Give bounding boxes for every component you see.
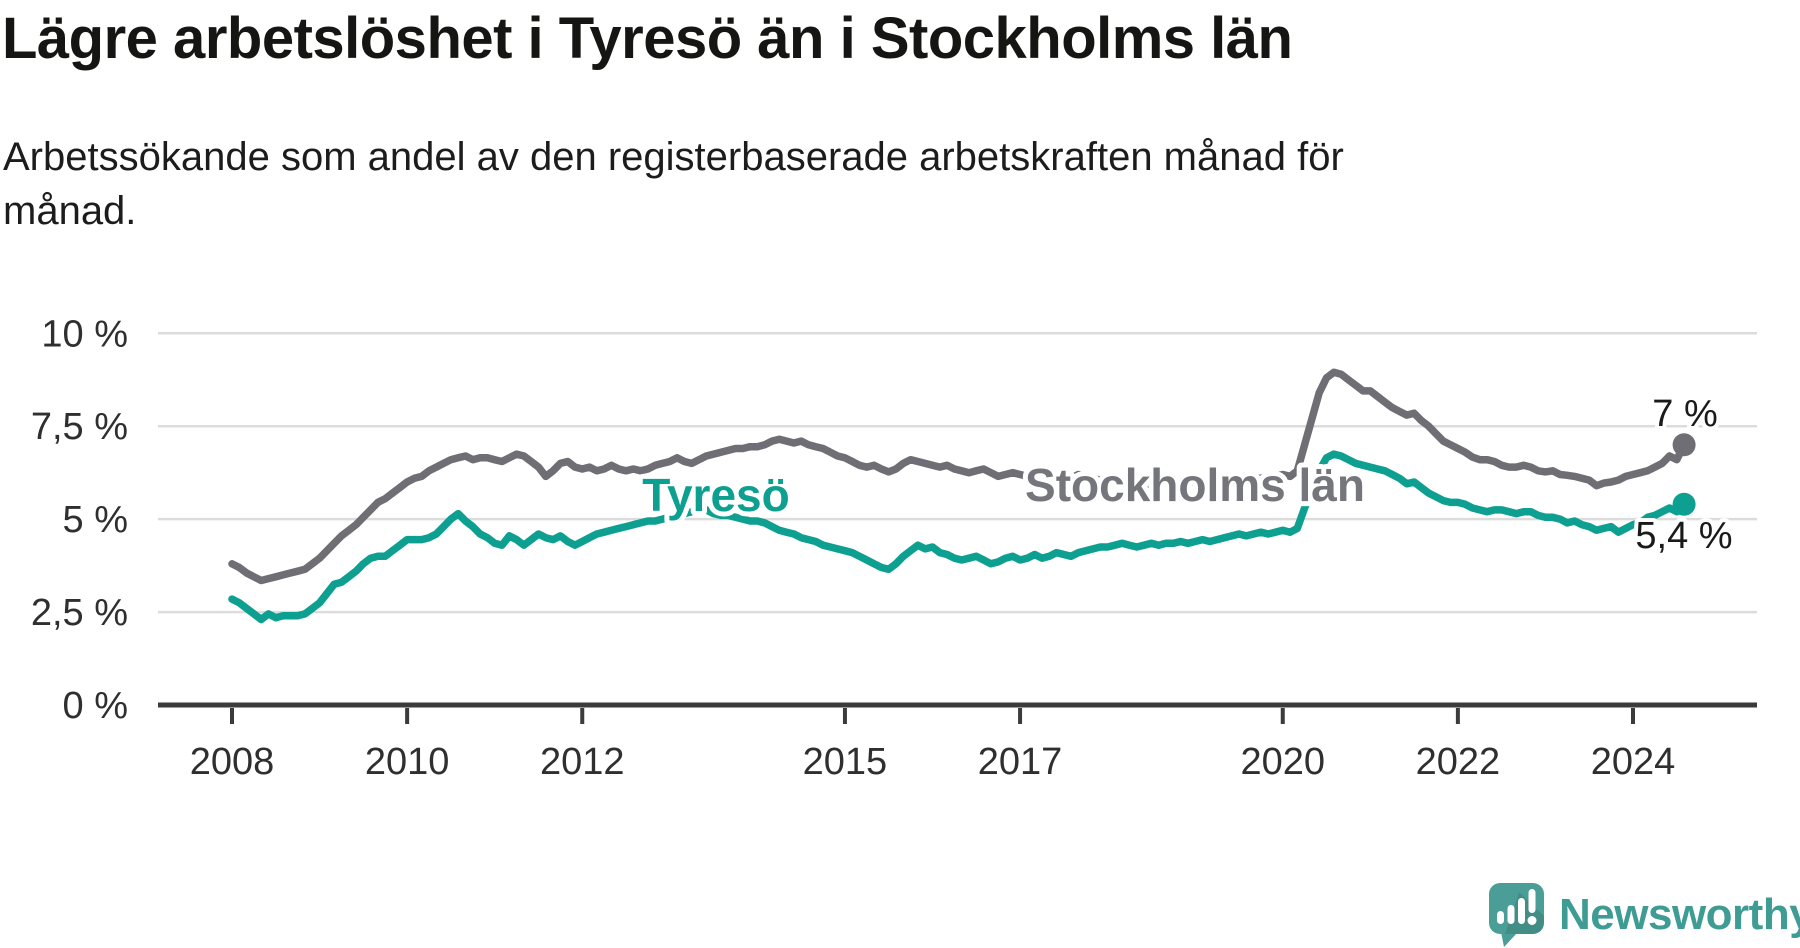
x-axis-tick-label: 2012: [540, 741, 625, 783]
logo-exclamation: [1527, 889, 1537, 925]
y-axis-tick-label: 5 %: [63, 499, 128, 541]
x-axis-tick-label: 2008: [190, 741, 275, 783]
x-axis-tick-label: 2015: [803, 741, 888, 783]
end-value-label-stockholms-lan: 7 %: [1652, 393, 1717, 435]
chart-subtitle: Arbetssökande som andel av den registerb…: [3, 130, 1344, 238]
x-axis-tick-label: 2024: [1591, 741, 1676, 783]
y-axis-tick-label: 0 %: [63, 685, 128, 727]
chart-subtitle-line2: månad.: [3, 189, 137, 233]
y-axis-tick-label: 2,5 %: [31, 592, 128, 634]
logo-bubble-tail: [1501, 932, 1518, 947]
y-axis-tick-label: 10 %: [41, 313, 128, 355]
series-label-stockholms-lan: Stockholms län: [1025, 459, 1365, 511]
x-axis-tick-label: 2022: [1416, 741, 1501, 783]
x-axis-tick-label: 2010: [365, 741, 450, 783]
series-label-tyreso: Tyresö: [642, 469, 789, 521]
y-axis-tick-label: 7,5 %: [31, 406, 128, 448]
chart-title: Lägre arbetslöshet i Tyresö än i Stockho…: [2, 6, 1293, 71]
x-axis-tick-label: 2020: [1240, 741, 1325, 783]
newsworthy-logo: Newsworthy: [1488, 882, 1800, 948]
series-line-stockholms-lan: [228, 368, 1688, 585]
chart-subtitle-line1: Arbetssökande som andel av den registerb…: [3, 135, 1344, 179]
end-value-label-tyreso: 5,4 %: [1635, 515, 1732, 557]
series-end-dot-tyreso: [1672, 492, 1696, 516]
newsworthy-wordmark: Newsworthy: [1559, 890, 1800, 939]
newsworthy-logo-icon: [1489, 883, 1544, 947]
series-line-tyreso: [228, 450, 1688, 624]
series-end-dot-stockholms-lan: [1672, 433, 1696, 457]
logo-bars: [1497, 898, 1525, 924]
x-axis-tick-label: 2017: [978, 741, 1063, 783]
